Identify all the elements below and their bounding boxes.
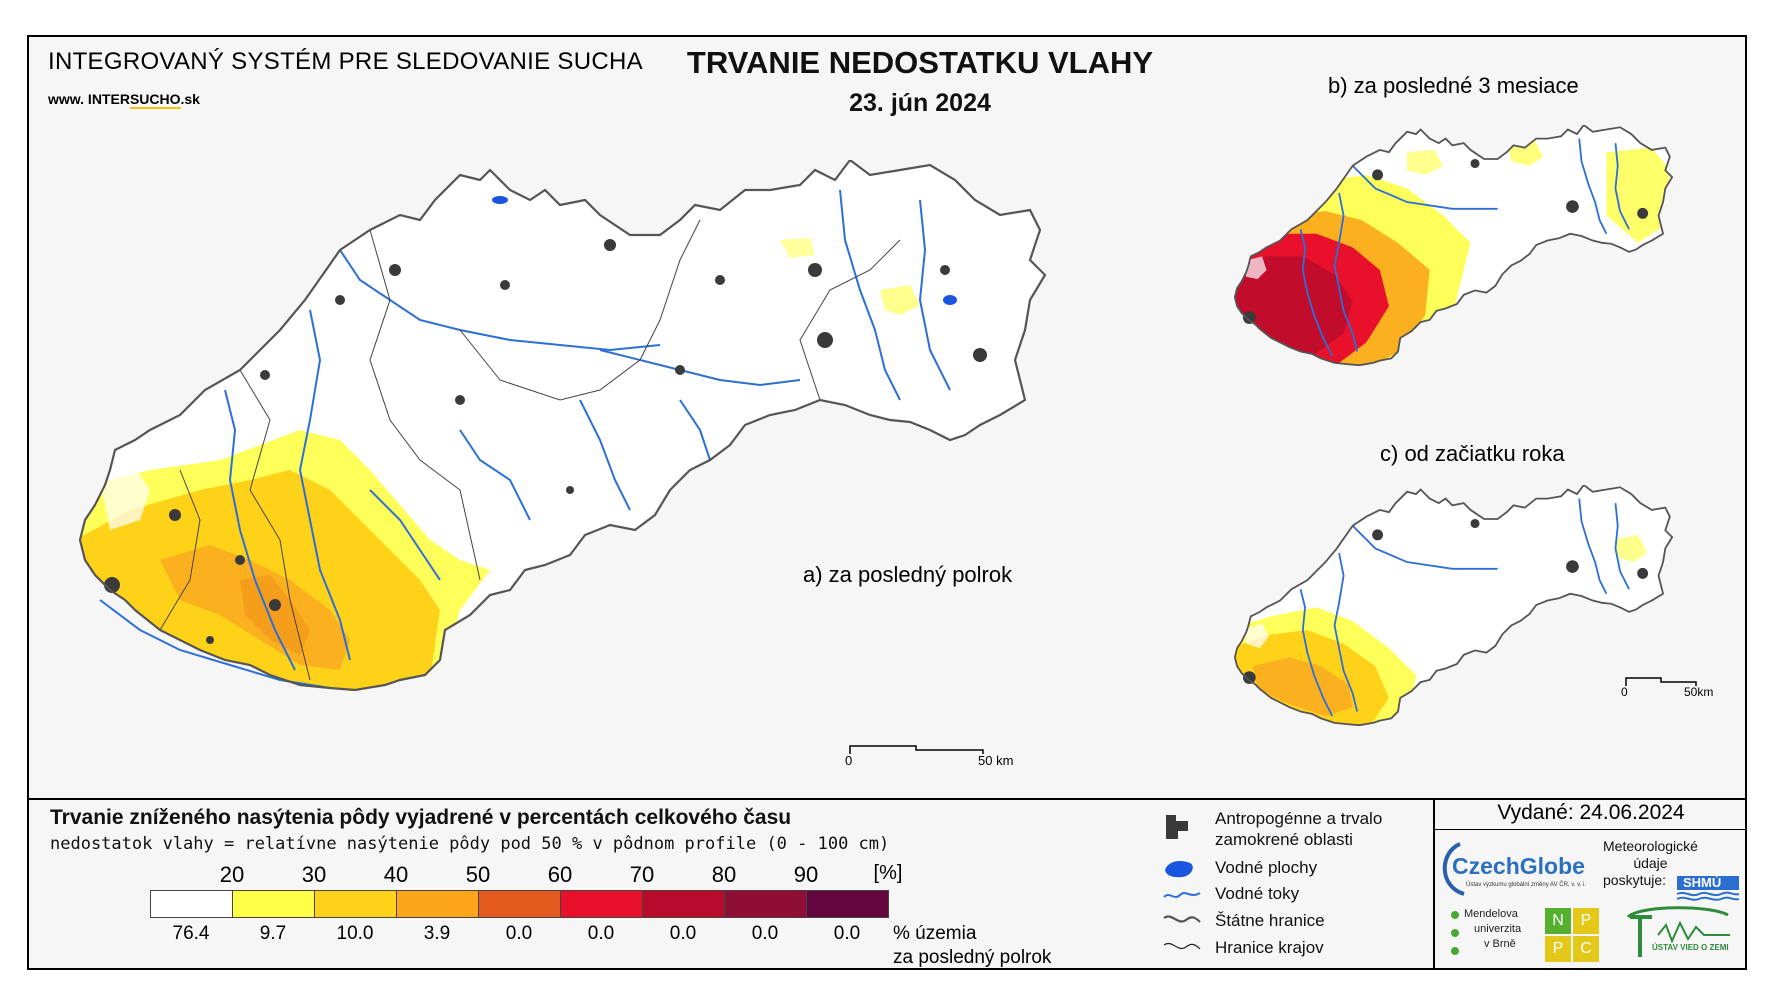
mendel-logo: Mendelova univerzita v Brně xyxy=(1448,907,1538,967)
small-scale-bar xyxy=(1625,673,1697,686)
main-scale-end: 50 km xyxy=(978,753,1014,768)
map-a-caption: a) za posledný polrok xyxy=(803,562,1013,587)
nppc-c: C xyxy=(1573,936,1599,962)
usvz-logo: ÚSTAV VIED O ZEMI xyxy=(1620,905,1740,965)
small-scale-line xyxy=(1625,677,1697,686)
legend-share-line1: % územia xyxy=(893,923,977,944)
shmu-wave-icon xyxy=(1676,876,1740,901)
legend-color-class xyxy=(724,890,807,918)
map-c-caption: c) od začiatku roka xyxy=(1380,441,1565,466)
legend-threshold-label: 80 xyxy=(711,862,737,887)
legend-class-share-value: 9.7 xyxy=(259,923,287,944)
system-title: INTEGROVANÝ SYSTÉM PRE SLEDOVANIE SUCHA xyxy=(48,48,643,75)
key-urban-line2: zamokrené oblasti xyxy=(1215,830,1353,849)
legend-threshold-label: 90 xyxy=(793,862,819,887)
legend-color-class xyxy=(232,890,315,918)
mendel-line1: Mendelova xyxy=(1464,908,1518,920)
shmu-logo: SHMÚ xyxy=(1675,870,1741,902)
legend-threshold-label: 20 xyxy=(219,862,245,887)
meteo-credit: Meteorologické údaje poskytuje: xyxy=(1603,838,1698,889)
legend-color-class xyxy=(478,890,561,918)
legend-class-share-value: 3.9 xyxy=(423,923,451,944)
legend-subtitle: nedostatok vlahy = relatívne nasýtenie p… xyxy=(50,834,890,854)
key-state-border-label: Štátne hranice xyxy=(1215,911,1325,930)
nppc-p2: P xyxy=(1545,936,1571,962)
key-river-label: Vodné toky xyxy=(1215,884,1300,903)
legend-threshold-label: 40 xyxy=(383,862,409,887)
map-c xyxy=(1233,485,1674,727)
legend-title: Trvanie zníženého nasýtenia pôdy vyjadre… xyxy=(50,806,792,829)
river-icon xyxy=(1163,892,1201,898)
legend-color-class xyxy=(560,890,643,918)
legend-class-share-value: 10.0 xyxy=(336,923,374,944)
map-title: TRVANIE NEDOSTATKU VLAHY xyxy=(686,45,1154,80)
legend-share-line2: za posledný polrok xyxy=(893,947,1052,968)
legend-threshold-label: 30 xyxy=(301,862,327,887)
nppc-p1: P xyxy=(1573,908,1599,934)
small-scale-end: 50km xyxy=(1684,685,1714,699)
mendel-line3: v Brně xyxy=(1484,938,1516,950)
map-b xyxy=(1233,125,1674,367)
legend-class-share-value: 0.0 xyxy=(587,923,615,944)
website-prefix: www. INTER xyxy=(48,91,130,107)
map-date: 23. jún 2024 xyxy=(849,89,991,117)
czechglobe-subtitle: Ústav výzkumu globální změny AV ČR, v. v… xyxy=(1466,882,1587,888)
meteo-line1: Meteorologické xyxy=(1603,838,1698,854)
czechglobe-logo: CzechGlobe Ústav výzkumu globální změny … xyxy=(1436,838,1598,900)
legend-class-share-value: 76.4 xyxy=(172,923,210,944)
key-water-label: Vodné plochy xyxy=(1215,858,1318,877)
website-link[interactable]: www. INTERSUCHO.sk xyxy=(48,91,200,109)
website-suffix: .sk xyxy=(180,91,200,107)
legend-share-label: % územia za posledný polrok xyxy=(893,922,1051,970)
legend-threshold-label: 50 xyxy=(465,862,491,887)
czechglobe-name: CzechGlobe xyxy=(1452,853,1585,879)
legend-color-class xyxy=(396,890,479,918)
map-b-caption: b) za posledné 3 mesiace xyxy=(1328,73,1579,98)
legend-class-share-value: 0.0 xyxy=(669,923,697,944)
legend-color-class xyxy=(806,890,889,918)
legend-color-class xyxy=(314,890,397,918)
region-border-icon xyxy=(1163,943,1201,950)
legend-class-share-value: 0.0 xyxy=(505,923,533,944)
website-highlight: SUCHO xyxy=(129,91,181,109)
small-scale-zero: 0 xyxy=(1621,685,1628,699)
usvz-name: ÚSTAV VIED O ZEMI xyxy=(1652,943,1729,952)
state-border-icon xyxy=(1163,915,1201,923)
meteo-line3: poskytuje: xyxy=(1603,872,1667,888)
main-scale-line xyxy=(849,745,984,754)
water-body-icon xyxy=(1165,861,1193,878)
shmu-name: SHMÚ xyxy=(1683,875,1722,890)
legend-unit-label: [%] xyxy=(873,862,903,884)
legend-threshold-label: 60 xyxy=(547,862,573,887)
legend-panel xyxy=(27,798,1747,970)
main-scale-bar xyxy=(849,741,984,754)
mendel-line2: univerzita xyxy=(1474,923,1522,935)
czechglobe-swoosh-icon xyxy=(1442,842,1465,896)
legend-class-share-value: 0.0 xyxy=(833,923,861,944)
legend-threshold-label: 70 xyxy=(629,862,655,887)
mendel-dots-icon xyxy=(1451,911,1459,955)
meteo-line2: údaje xyxy=(1633,855,1668,871)
usvz-emblem-icon xyxy=(1626,906,1730,957)
key-urban-label: Antropogénne a trvalo zamokrené oblasti xyxy=(1215,808,1382,850)
main-scale-zero: 0 xyxy=(845,753,853,768)
legend-color-class xyxy=(150,890,233,918)
nppc-n: N xyxy=(1545,908,1571,934)
issued-date: Vydané: 24.06.2024 xyxy=(1435,801,1747,830)
urban-area-icon xyxy=(1166,815,1188,839)
legend-class-share-value: 0.0 xyxy=(751,923,779,944)
credits-divider xyxy=(1433,798,1435,970)
key-urban-line1: Antropogénne a trvalo xyxy=(1215,809,1383,828)
main-map xyxy=(78,160,1047,692)
legend-color-class xyxy=(642,890,725,918)
nppc-logo: N P P C xyxy=(1545,908,1601,964)
key-region-border-label: Hranice krajov xyxy=(1215,938,1324,957)
